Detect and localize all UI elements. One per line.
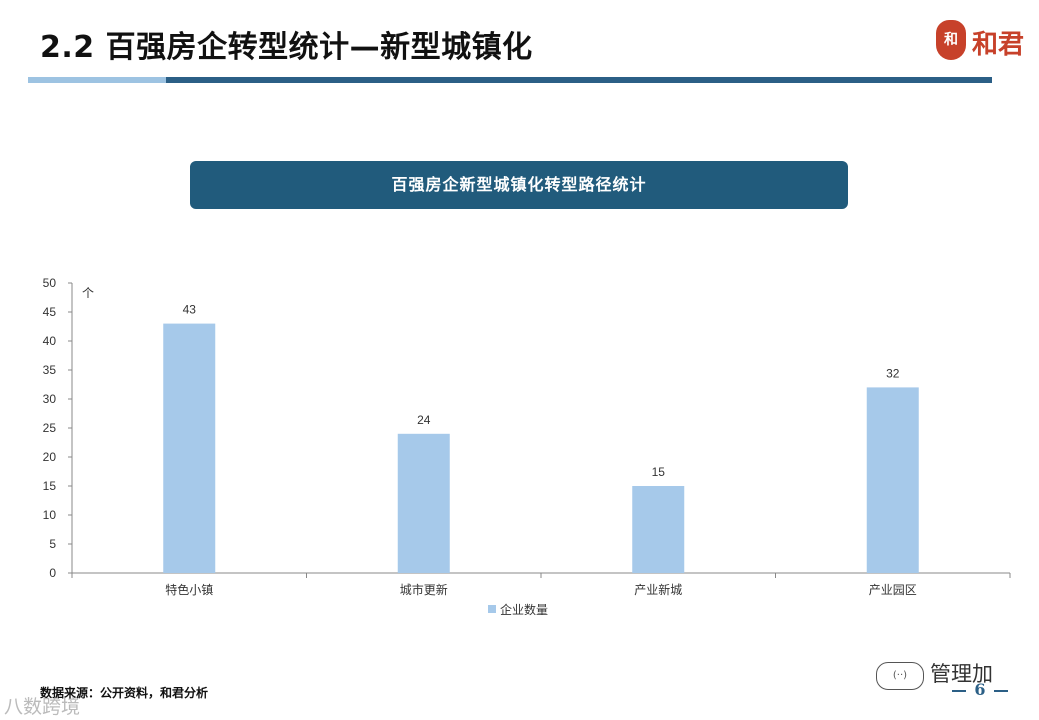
logo-text: 和君 xyxy=(972,30,1025,60)
logo-seal-icon: 和 xyxy=(936,20,966,60)
y-tick-label: 5 xyxy=(49,537,56,551)
header-rule-accent xyxy=(28,77,166,83)
legend-swatch xyxy=(488,605,496,613)
chart-title-banner: 百强房企新型城镇化转型路径统计 xyxy=(190,161,848,209)
y-tick-label: 0 xyxy=(49,566,56,580)
y-axis: 0 5 10 15 20 25 30 35 40 45 50 个 xyxy=(43,276,94,580)
bar-data-label: 43 xyxy=(183,303,197,317)
header-rule xyxy=(166,77,992,83)
wechat-icon: (··) xyxy=(876,662,924,690)
y-tick-label: 10 xyxy=(43,508,57,522)
x-category-label: 城市更新 xyxy=(400,582,448,597)
y-tick-label: 25 xyxy=(43,421,57,435)
bar xyxy=(397,433,450,573)
page-number: 6 xyxy=(944,680,1016,699)
y-tick-label: 15 xyxy=(43,479,57,493)
y-tick-label: 50 xyxy=(43,276,57,290)
x-category-label: 产业新城 xyxy=(634,582,682,597)
bar-data-label: 24 xyxy=(417,413,431,427)
y-tick-label: 35 xyxy=(43,363,57,377)
x-category-label: 特色小镇 xyxy=(165,582,213,597)
x-axis: 特色小镇 城市更新 产业新城 产业园区 xyxy=(71,572,1011,597)
page-title: 2.2 百强房企转型统计—新型城镇化 xyxy=(40,30,533,65)
bar xyxy=(866,387,919,573)
data-source-note: 数据来源：公开资料，和君分析 xyxy=(40,686,209,700)
bar-data-label: 32 xyxy=(886,366,900,380)
hejun-logo: 和 和君 xyxy=(936,18,1032,64)
y-axis-unit-label: 个 xyxy=(82,286,94,300)
y-tick-label: 30 xyxy=(43,392,57,406)
chart-legend: 企业数量 xyxy=(488,602,548,617)
y-tick-label: 45 xyxy=(43,305,57,319)
bar xyxy=(163,323,216,573)
y-tick-label: 20 xyxy=(43,450,57,464)
x-category-label: 产业园区 xyxy=(869,583,917,597)
bar xyxy=(632,486,685,573)
bars: 43 24 15 32 xyxy=(163,303,919,573)
legend-label: 企业数量 xyxy=(500,602,548,617)
watermark-bottom: 八数跨境 xyxy=(4,696,81,718)
bar-data-label: 15 xyxy=(652,465,666,479)
y-tick-label: 40 xyxy=(43,334,57,348)
